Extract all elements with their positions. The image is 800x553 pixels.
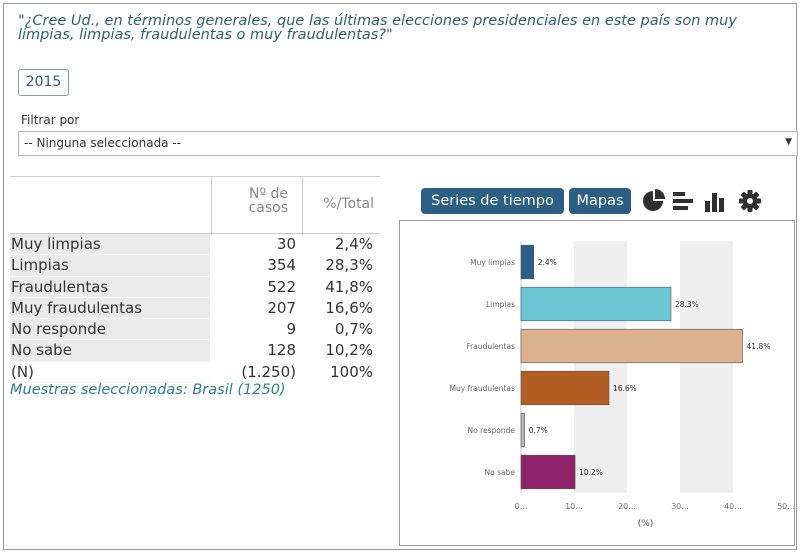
total-label: (N) xyxy=(10,362,210,384)
row-cases: 354 xyxy=(267,256,296,275)
category-label: Muy fraudulentas xyxy=(449,384,515,393)
bar xyxy=(520,328,743,364)
category-label: Limpias xyxy=(486,300,515,309)
filter-selected-value: -- Ninguna seleccionada -- xyxy=(24,136,182,150)
row-label: Limpias xyxy=(10,255,210,277)
x-tick-label: 0... xyxy=(515,502,528,511)
total-percent: 100% xyxy=(330,362,373,381)
row-cases: 30 xyxy=(276,235,296,253)
vertical-bar-icon[interactable] xyxy=(703,187,727,215)
row-percent: 10,2% xyxy=(325,341,373,360)
x-tick-label: 50... xyxy=(777,502,795,511)
grid-band xyxy=(733,241,786,493)
maps-button[interactable]: Mapas xyxy=(569,188,631,214)
category-label: Fraudulentas xyxy=(466,342,515,351)
bar xyxy=(520,286,672,322)
row-cases: 128 xyxy=(267,341,296,360)
row-percent: 2,4% xyxy=(334,235,373,253)
data-label: 10.2% xyxy=(579,468,603,477)
gear-icon[interactable] xyxy=(738,187,762,215)
year-button[interactable]: 2015 xyxy=(18,69,69,96)
x-axis-label: (%) xyxy=(638,519,654,529)
category-label: Muy limpias xyxy=(470,258,515,267)
row-cases: 522 xyxy=(267,277,296,296)
data-label: 16.6% xyxy=(613,384,637,393)
row-percent: 28,3% xyxy=(325,256,373,275)
pie-chart-icon[interactable] xyxy=(641,187,665,215)
category-label: No sabe xyxy=(485,468,516,477)
grid-band xyxy=(680,241,733,493)
page-frame xyxy=(3,3,797,550)
x-tick-label: 40... xyxy=(724,502,742,511)
bar xyxy=(520,370,610,406)
row-cases: 207 xyxy=(267,298,296,317)
row-label: Fraudulentas xyxy=(10,276,210,298)
table-row: Muy limpias 30 2,4% xyxy=(10,234,380,256)
chart-panel: Muy limpias 2.4% Limpias 28.3% Fraudulentas 4… xyxy=(399,220,795,546)
grid-band xyxy=(521,241,574,493)
table-total-row: (N) (1.250) 100% xyxy=(10,362,380,384)
table-row: Fraudulentas 522 41,8% xyxy=(10,276,380,298)
table-body: Muy limpias 30 2,4% Limpias 354 28,3% Fr… xyxy=(10,234,380,384)
table-header: Nº de casos %/Total xyxy=(10,176,380,235)
header-cases-line1: Nº de xyxy=(248,186,288,202)
x-tick-label: 30... xyxy=(671,502,689,511)
survey-question: "¿Cree Ud., en términos generales, que l… xyxy=(18,13,737,43)
header-cases-line2: casos xyxy=(248,200,288,216)
grid-band xyxy=(574,241,627,493)
row-label: No responde xyxy=(10,319,210,341)
row-percent: 16,6% xyxy=(325,298,373,317)
bar xyxy=(520,454,576,490)
header-percent: %/Total xyxy=(323,196,374,212)
filter-select[interactable]: -- Ninguna seleccionada -- ▼ xyxy=(18,131,798,156)
row-percent: 0,7% xyxy=(334,320,373,339)
category-label: No responde xyxy=(467,426,515,435)
table-row: Limpias 354 28,3% xyxy=(10,255,380,277)
data-label: 2.4% xyxy=(538,258,557,267)
sample-note: Muestras seleccionadas: Brasil (1250) xyxy=(10,382,286,398)
time-series-button[interactable]: Series de tiempo xyxy=(421,188,564,214)
table-row: No sabe 128 10,2% xyxy=(10,340,380,362)
bar xyxy=(520,412,526,448)
grid-band xyxy=(627,241,680,493)
x-tick-label: 10... xyxy=(565,502,583,511)
row-cases: 9 xyxy=(286,320,296,339)
table-row: Muy fraudulentas 207 16,6% xyxy=(10,297,380,320)
data-label: 0.7% xyxy=(529,426,548,435)
results-table: Nº de casos %/Total Muy limpias 30 2,4% … xyxy=(10,176,380,384)
total-cases: (1.250) xyxy=(241,362,296,381)
horizontal-bar-icon[interactable] xyxy=(671,187,695,215)
row-percent: 41,8% xyxy=(325,277,373,296)
row-label: Muy fraudulentas xyxy=(10,297,210,320)
header-cases: Nº de casos xyxy=(212,177,303,235)
data-label: 28.3% xyxy=(675,300,699,309)
header-blank-cell xyxy=(10,177,212,235)
bar xyxy=(520,244,535,280)
row-label: Muy limpias xyxy=(10,234,210,256)
table-row: No responde 9 0,7% xyxy=(10,319,380,341)
x-tick-label: 20... xyxy=(618,502,636,511)
chevron-down-icon: ▼ xyxy=(785,137,792,147)
filter-label: Filtrar por xyxy=(21,113,80,127)
bar-chart: Muy limpias 2.4% Limpias 28.3% Fraudulentas 4… xyxy=(449,241,795,529)
row-label: No sabe xyxy=(10,340,210,362)
data-label: 41.8% xyxy=(747,342,771,351)
